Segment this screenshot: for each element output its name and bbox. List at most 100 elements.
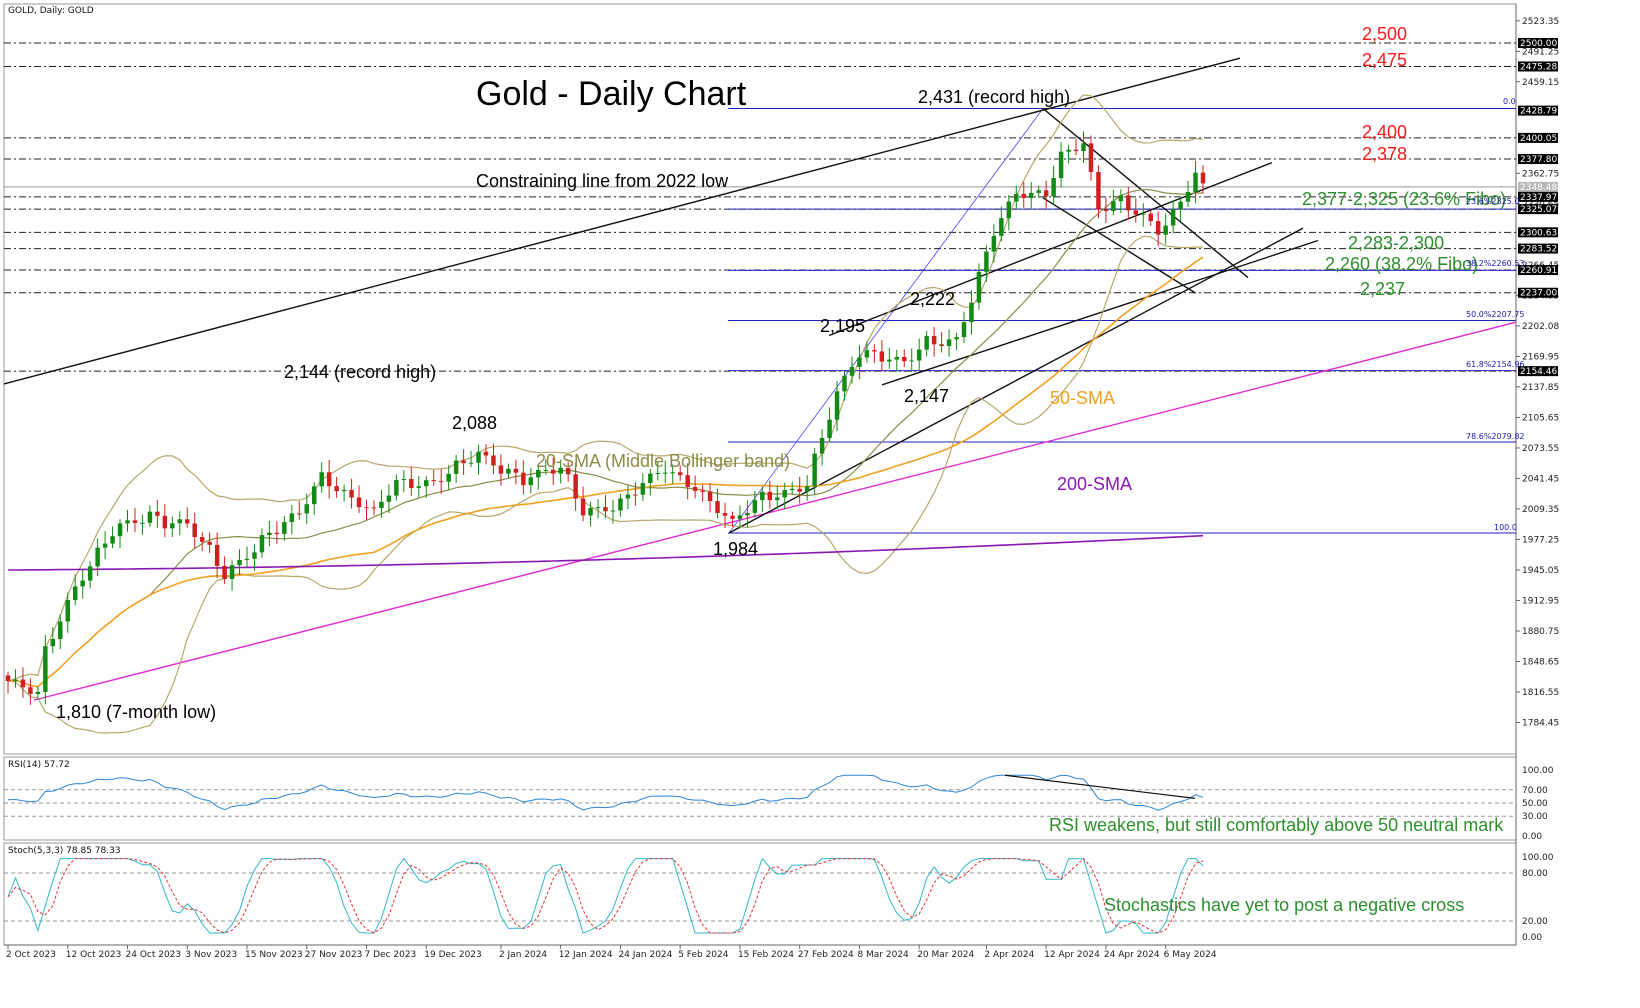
time-tick-label: 5 Feb 2024 <box>678 950 729 960</box>
candle-body <box>640 483 646 495</box>
candle-body <box>491 455 496 466</box>
candle-body <box>939 344 944 347</box>
price-highlight-box <box>1518 191 1558 202</box>
record-high-2144-label: 2,144 (record high) <box>284 362 436 382</box>
price-tick-label: 1816.55 <box>1522 688 1559 698</box>
candle-body <box>1051 178 1056 197</box>
candle-body <box>1126 195 1131 211</box>
candle-body <box>371 507 377 509</box>
candle-body <box>386 495 392 502</box>
channel-upper-line <box>828 161 1273 337</box>
price-tick-label: 1784.45 <box>1522 718 1559 728</box>
rsi-divergence-line <box>1004 774 1196 799</box>
candle-body <box>297 513 302 515</box>
candle-body <box>237 560 242 566</box>
candle-body <box>782 490 787 498</box>
candle-body <box>244 558 250 561</box>
candle-body <box>1036 190 1041 193</box>
candle-body <box>603 507 608 512</box>
trough-2147-label: 2,147 <box>904 386 949 406</box>
candle-body <box>1073 149 1079 152</box>
candle-body <box>969 302 974 323</box>
candle-body <box>857 357 862 367</box>
channel-mid-line <box>881 239 1319 386</box>
candle-body <box>722 513 728 516</box>
channel-lower-line <box>728 227 1304 534</box>
time-tick-label: 24 Jan 2024 <box>618 950 672 960</box>
candle-body <box>28 687 33 694</box>
constraining-line-label: Constraining line from 2022 low <box>476 171 729 191</box>
stoch-annotation: Stochastics have yet to post a negative … <box>1104 895 1464 915</box>
price-highlight-label: 2377.80 <box>1520 155 1557 165</box>
candle-body <box>229 565 235 580</box>
candle-body <box>775 497 780 501</box>
candle-body <box>132 520 138 523</box>
candle-body <box>416 486 422 488</box>
rsi-tick-label: 70.00 <box>1522 786 1548 796</box>
price-tick-label: 2009.35 <box>1522 505 1559 515</box>
candle-body <box>767 491 773 501</box>
candle-body <box>864 350 870 358</box>
candle-body <box>498 465 504 474</box>
price-tick-label: 2073.55 <box>1522 444 1559 454</box>
candle-body <box>1021 193 1026 199</box>
candle-body <box>394 480 399 496</box>
candle-body <box>80 580 85 587</box>
fib-618-label: 61.8%2154.96 <box>1466 360 1525 369</box>
price-highlight-label: 2260.91 <box>1520 266 1557 276</box>
stoch-tick-label: 20.00 <box>1522 917 1548 927</box>
resistance-2500-label: 2,500 <box>1362 24 1407 44</box>
candle-body <box>1178 201 1183 210</box>
stoch-k-line <box>7 857 1204 934</box>
candle-body <box>984 251 989 272</box>
candle-body <box>289 513 295 523</box>
candle-body <box>588 508 593 516</box>
candle-body <box>304 504 309 514</box>
time-tick-label: 8 Mar 2024 <box>857 950 909 960</box>
candle-body <box>1058 151 1064 179</box>
candle-body <box>1081 143 1086 152</box>
candle-body <box>513 468 519 473</box>
peak-2088-label: 2,088 <box>452 413 497 433</box>
price-highlight-box <box>1518 265 1558 276</box>
symbol-header: GOLD, Daily: GOLD <box>8 6 94 16</box>
fibonacci-levels <box>728 108 1516 534</box>
candle-body <box>931 336 937 345</box>
candle-body <box>812 453 817 487</box>
candle-body <box>1193 172 1198 192</box>
stoch-tick-label: 0.00 <box>1522 933 1542 943</box>
oscillator-lines <box>4 774 1516 934</box>
price-highlight-label: 2283.52 <box>1520 245 1557 255</box>
time-tick-label: 12 Oct 2023 <box>66 950 122 960</box>
candle-body <box>222 565 227 580</box>
candle-body <box>319 472 324 487</box>
time-tick-label: 15 Feb 2024 <box>738 950 794 960</box>
candle-body <box>162 515 168 529</box>
indicator-lines <box>7 94 1204 734</box>
candle-body <box>409 478 414 488</box>
support-2237-label: 2,237 <box>1360 279 1405 299</box>
candle-body <box>341 489 347 492</box>
trough-1984-label: 1,984 <box>713 539 758 559</box>
price-highlight-box <box>1518 227 1558 238</box>
candle-body <box>565 467 571 475</box>
stoch-tick-label: 100.00 <box>1522 853 1554 863</box>
candle-body <box>1170 209 1176 226</box>
candle-body <box>155 511 160 516</box>
sma200-line <box>8 534 1204 571</box>
candle-body <box>536 469 541 478</box>
candle-body <box>797 488 802 492</box>
candle-body <box>125 520 130 524</box>
chart-title: Gold - Daily Chart <box>476 75 747 113</box>
price-highlight-box <box>1518 132 1558 143</box>
candle-body <box>834 391 840 420</box>
candle-body <box>946 339 952 347</box>
candle-body <box>976 271 982 303</box>
time-tick-label: 7 Dec 2023 <box>365 950 417 960</box>
low-1810-label: 1,810 (7-month low) <box>56 702 216 722</box>
candle-body <box>655 472 661 474</box>
price-highlight-label: 2500.00 <box>1520 39 1557 49</box>
candle-body <box>580 498 586 516</box>
candle-body <box>252 552 257 559</box>
candle-body <box>401 478 407 481</box>
